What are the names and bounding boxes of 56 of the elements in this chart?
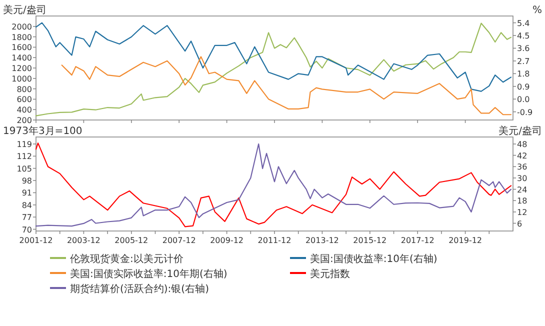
y2-tick-label: 42 xyxy=(517,151,528,160)
line-series xyxy=(35,22,512,116)
x-tick-label: 2009-12 xyxy=(210,236,244,245)
y-tick-label: 600 xyxy=(16,95,32,104)
y-tick-label: 400 xyxy=(16,106,32,115)
y-tick-label: 200 xyxy=(16,116,32,125)
y2-tick-label: 12 xyxy=(517,208,528,217)
y-tick-label: 1600 xyxy=(12,43,32,52)
legend-label: 伦敦现货黄金:以美元计价 xyxy=(70,253,184,265)
y-tick-label: 105 xyxy=(16,164,32,174)
y-tick-label: 84 xyxy=(22,200,32,210)
line-series xyxy=(61,56,512,116)
x-tick-label: 2003-12 xyxy=(66,236,100,245)
legend-label: 期货结算价(活跃合约):银(右轴) xyxy=(70,283,210,295)
x-tick-label: 2005-12 xyxy=(114,236,148,245)
x-tick-label: 2013-12 xyxy=(305,236,339,245)
line-series xyxy=(35,22,512,92)
x-tick-label: 2007-12 xyxy=(162,236,196,245)
y2-tick-label: -0.9 xyxy=(517,108,533,117)
y-tick-label: 2000 xyxy=(12,22,32,32)
y2-tick-label: 1.8 xyxy=(517,70,530,79)
y2-tick-label: 0.9 xyxy=(517,82,530,92)
y2-tick-label: 6 xyxy=(517,219,522,228)
legend-label: 美国:国债实际收益率:10年期(右轴) xyxy=(70,268,228,280)
y2-axis-title: % xyxy=(532,5,542,16)
y-tick-label: 112 xyxy=(16,152,32,162)
y2-tick-label: 18 xyxy=(517,196,528,206)
y-axis-title: 美元/盎司 xyxy=(3,4,46,16)
x-tick-label: 2011-12 xyxy=(258,236,292,245)
y2-tick-label: 0.0 xyxy=(517,95,530,104)
y2-tick-label: 2.7 xyxy=(517,56,530,66)
y-tick-label: 70 xyxy=(22,225,32,234)
y-tick-label: 800 xyxy=(16,84,32,94)
y-tick-label: 77 xyxy=(22,213,32,222)
y-tick-label: 1800 xyxy=(12,32,32,42)
x-tick-label: 2017-12 xyxy=(400,236,434,245)
y-axis-title: 1973年3月=100 xyxy=(3,125,82,137)
y-tick-label: 1400 xyxy=(12,54,32,63)
y-tick-label: 98 xyxy=(22,176,32,186)
y2-tick-label: 4.5 xyxy=(517,32,530,40)
x-tick-label: 2001-12 xyxy=(19,236,53,245)
x-tick-label: 2019-12 xyxy=(448,236,482,245)
y2-tick-label: 30 xyxy=(517,174,528,183)
y-tick-label: 91 xyxy=(22,188,32,198)
legend-label: 美国:国债收益率:10年(右轴) xyxy=(310,253,438,265)
y-tick-label: 1200 xyxy=(12,64,32,73)
x-tick-label: 2015-12 xyxy=(353,236,387,245)
legend-label: 美元指数 xyxy=(310,268,350,280)
y2-tick-label: 24 xyxy=(517,185,528,194)
y2-tick-label: 5.4 xyxy=(517,18,530,28)
y2-tick-label: 3.6 xyxy=(517,44,530,54)
y2-axis-title: 美元/盎司 xyxy=(498,125,542,137)
y2-tick-label: 48 xyxy=(517,140,528,149)
y-tick-label: 1000 xyxy=(12,74,32,84)
y2-tick-label: 36 xyxy=(517,162,528,172)
y-tick-label: 119 xyxy=(16,140,32,149)
